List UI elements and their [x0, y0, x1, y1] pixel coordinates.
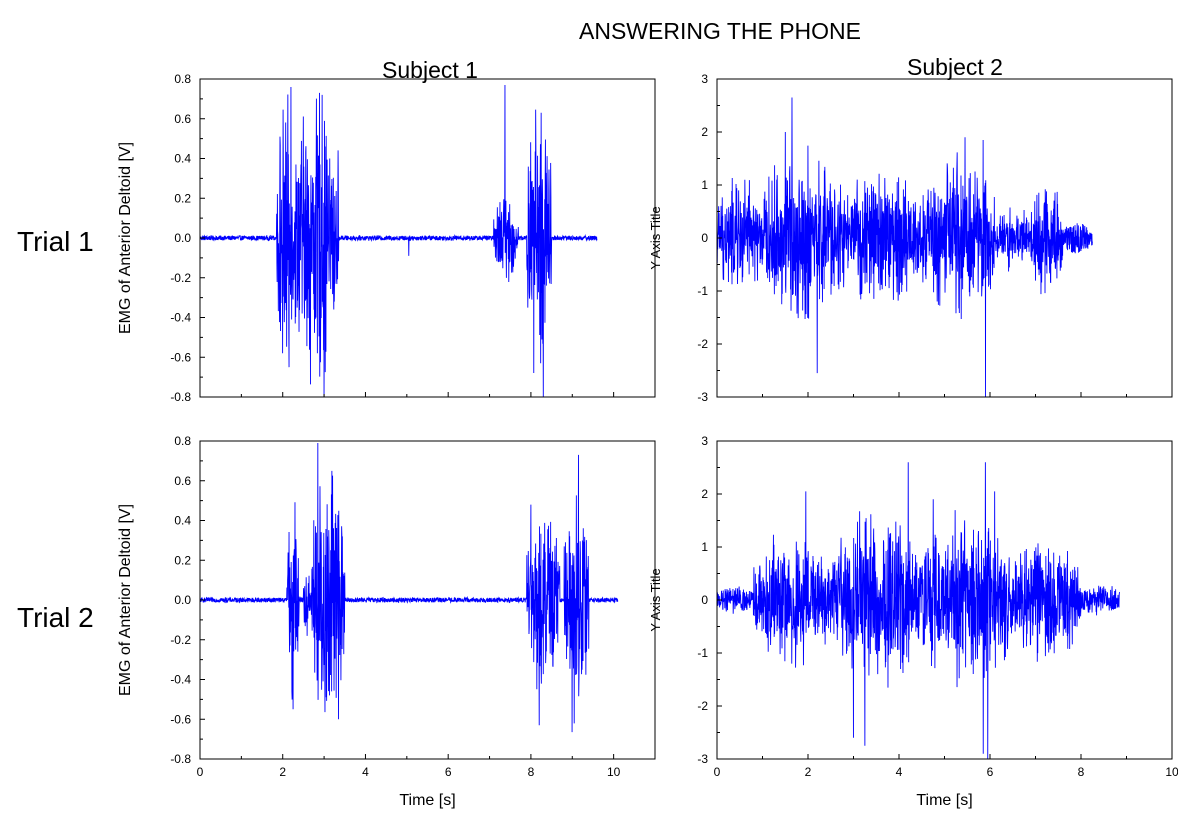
- y-tick-label: -0.4: [170, 311, 191, 325]
- series-line: [199, 442, 619, 733]
- column-title-subject-2: Subject 2: [907, 54, 1003, 80]
- y-tick-label: -0.6: [170, 712, 191, 726]
- x-tick-label: 8: [1078, 765, 1085, 779]
- panel-2: -3 -2 -1 0 1 2 3 Y Axis Title: [648, 72, 1173, 404]
- y-axis-label: Y Axis Title: [648, 568, 663, 631]
- x-tick-label: 8: [528, 765, 535, 779]
- y-tick-label: 3: [701, 434, 708, 448]
- y-axis-label: EMG of Anterior Deltoid [V]: [117, 504, 134, 696]
- y-tick-label: 0.4: [174, 514, 191, 528]
- series-line: [199, 84, 598, 398]
- y-tick-label: -2: [697, 699, 708, 713]
- row-title-trial-1: Trial 1: [17, 226, 94, 257]
- y-tick-label: -3: [697, 390, 708, 404]
- series-line: [716, 462, 1121, 760]
- y-axis-label: EMG of Anterior Deltoid [V]: [117, 142, 134, 334]
- y-tick-label: 2: [701, 487, 708, 501]
- y-tick-label: -0.4: [170, 673, 191, 687]
- y-tick-label: 0.8: [174, 72, 191, 86]
- panel-4: -3 -2 -1 0 1 2 3 0 2 4 6 8 10 Time [s] Y Axis Title: [648, 434, 1178, 809]
- row-title-trial-2: Trial 2: [17, 602, 94, 633]
- y-tick-label: 0.6: [174, 474, 191, 488]
- y-tick-label: -0.2: [170, 633, 191, 647]
- y-tick-label: -2: [697, 337, 708, 351]
- y-tick-label: -0.8: [170, 390, 191, 404]
- y-tick-label: -3: [697, 752, 708, 766]
- y-tick-label: 0.4: [174, 152, 191, 166]
- y-tick-label: 1: [701, 178, 708, 192]
- panel-1: -0.8 -0.6 -0.4 -0.2 0.0 0.2 0.4 0.6 0.8 EMG of An…: [117, 72, 656, 404]
- x-tick-label: 4: [896, 765, 903, 779]
- y-tick-label: -0.8: [170, 752, 191, 766]
- y-tick-label: 1: [701, 540, 708, 554]
- y-tick-label: 0.2: [174, 191, 191, 205]
- y-tick-label: 0.6: [174, 112, 191, 126]
- y-tick-label: 0.0: [174, 231, 191, 245]
- y-tick-label: 0: [701, 593, 708, 607]
- x-tick-label: 6: [445, 765, 452, 779]
- y-tick-label: 2: [701, 125, 708, 139]
- x-axis-label: Time [s]: [399, 792, 455, 809]
- y-tick-label: -0.6: [170, 350, 191, 364]
- y-axis-label: Y Axis Title: [648, 206, 663, 269]
- y-tick-label: -1: [697, 284, 708, 298]
- x-tick-label: 0: [714, 765, 721, 779]
- panel-3: -0.8 -0.6 -0.4 -0.2 0.0 0.2 0.4 0.6 0.8 0 2 4 6 8 10 Ti…: [117, 434, 656, 809]
- series-line: [716, 97, 1093, 398]
- x-tick-label: 0: [197, 765, 204, 779]
- y-tick-label: 0: [701, 231, 708, 245]
- y-tick-label: 0.8: [174, 434, 191, 448]
- y-tick-label: 3: [701, 72, 708, 86]
- figure-title: ANSWERING THE PHONE: [579, 18, 861, 44]
- x-axis-label: Time [s]: [916, 792, 972, 809]
- x-tick-label: 2: [279, 765, 286, 779]
- panels-group: -0.8 -0.6 -0.4 -0.2 0.0 0.2 0.4 0.6 0.8 EMG of An…: [117, 72, 1178, 809]
- x-tick-label: 4: [362, 765, 369, 779]
- x-tick-label: 10: [607, 765, 621, 779]
- y-tick-label: 0.0: [174, 593, 191, 607]
- y-tick-label: -0.2: [170, 271, 191, 285]
- x-tick-label: 10: [1165, 765, 1178, 779]
- x-tick-label: 6: [987, 765, 994, 779]
- y-tick-label: -1: [697, 646, 708, 660]
- x-tick-label: 2: [805, 765, 812, 779]
- y-tick-label: 0.2: [174, 553, 191, 567]
